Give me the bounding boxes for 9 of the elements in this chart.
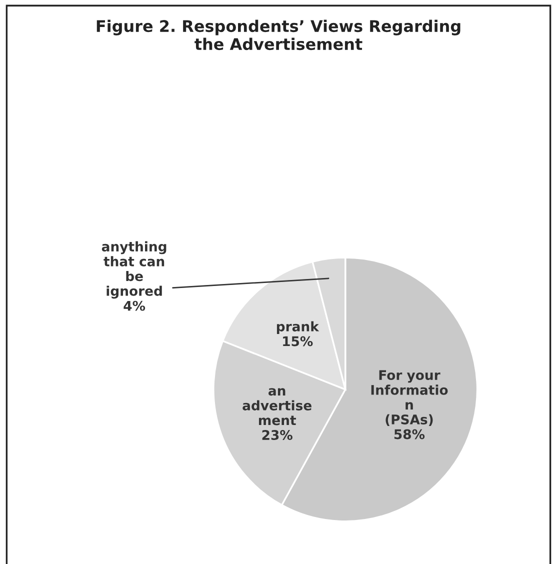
data-label: 23% xyxy=(262,430,292,440)
data-label: 4% xyxy=(124,300,146,311)
slice-label: prank xyxy=(276,321,320,334)
slice-label: an advertise ment xyxy=(242,388,312,426)
data-label: 58% xyxy=(394,429,425,440)
data-label: 15% xyxy=(283,336,313,346)
chart-title: Figure 2. Respondents’ Views Regarding the Advertisement xyxy=(96,20,460,50)
slice-label: For your Informatio n (PSAs) xyxy=(371,370,448,426)
slice-label: anything that can be ignored xyxy=(102,241,166,299)
